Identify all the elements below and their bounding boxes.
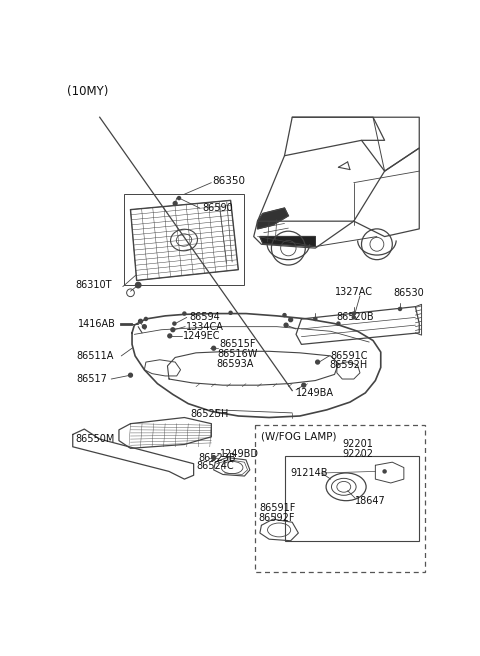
Bar: [124, 194, 244, 285]
Circle shape: [314, 318, 317, 321]
Text: 86590: 86590: [202, 203, 233, 213]
Text: 86515F: 86515F: [219, 339, 255, 350]
Text: 86520B: 86520B: [337, 312, 374, 322]
Text: 86517: 86517: [77, 374, 108, 384]
Text: 86591F: 86591F: [260, 503, 296, 514]
Circle shape: [129, 373, 132, 377]
Polygon shape: [258, 208, 288, 229]
Text: 86530: 86530: [394, 288, 425, 298]
Text: 86310T: 86310T: [75, 280, 111, 290]
Text: 86550M: 86550M: [75, 434, 114, 444]
Text: 1334CA: 1334CA: [186, 321, 224, 332]
Text: 1249BA: 1249BA: [296, 388, 334, 398]
Circle shape: [183, 312, 186, 315]
Text: (10MY): (10MY): [67, 85, 109, 98]
Text: 1249BD: 1249BD: [220, 449, 259, 459]
Text: 1249EC: 1249EC: [183, 331, 220, 341]
Circle shape: [337, 322, 340, 325]
Text: 86350: 86350: [212, 176, 245, 186]
Circle shape: [212, 456, 216, 459]
Circle shape: [302, 383, 306, 387]
Circle shape: [135, 282, 141, 288]
Text: 92202: 92202: [342, 449, 373, 459]
Circle shape: [289, 318, 293, 321]
Circle shape: [178, 197, 180, 199]
Bar: [285, 456, 419, 541]
Text: (W/FOG LAMP): (W/FOG LAMP): [262, 431, 337, 441]
Circle shape: [168, 334, 172, 338]
Text: 86516W: 86516W: [217, 348, 258, 359]
Text: 86524C: 86524C: [197, 461, 234, 471]
Circle shape: [139, 319, 143, 323]
Text: 18647: 18647: [355, 496, 386, 506]
Text: 1327AC: 1327AC: [335, 287, 372, 297]
Circle shape: [284, 323, 288, 327]
Text: 86525H: 86525H: [191, 409, 229, 419]
Text: 86593A: 86593A: [216, 359, 253, 369]
Text: 86594: 86594: [190, 312, 220, 322]
Circle shape: [398, 308, 402, 310]
Circle shape: [352, 316, 355, 319]
Circle shape: [316, 360, 320, 364]
Text: 86591C: 86591C: [331, 351, 368, 361]
Text: 86592H: 86592H: [329, 360, 367, 370]
Text: 91214B: 91214B: [291, 468, 328, 478]
Circle shape: [383, 470, 386, 473]
Text: 92201: 92201: [342, 440, 373, 449]
Circle shape: [283, 314, 286, 317]
Circle shape: [352, 312, 355, 315]
Circle shape: [143, 325, 146, 329]
Circle shape: [171, 328, 175, 332]
Text: 86511A: 86511A: [77, 351, 114, 361]
Polygon shape: [260, 237, 315, 247]
Circle shape: [144, 318, 147, 321]
Text: 86592F: 86592F: [258, 512, 295, 523]
Bar: [255, 425, 425, 571]
Circle shape: [229, 311, 232, 314]
Circle shape: [212, 346, 216, 350]
Circle shape: [173, 322, 176, 325]
Circle shape: [173, 201, 177, 205]
Text: 1416AB: 1416AB: [78, 319, 116, 329]
Text: 86523B: 86523B: [198, 453, 236, 462]
